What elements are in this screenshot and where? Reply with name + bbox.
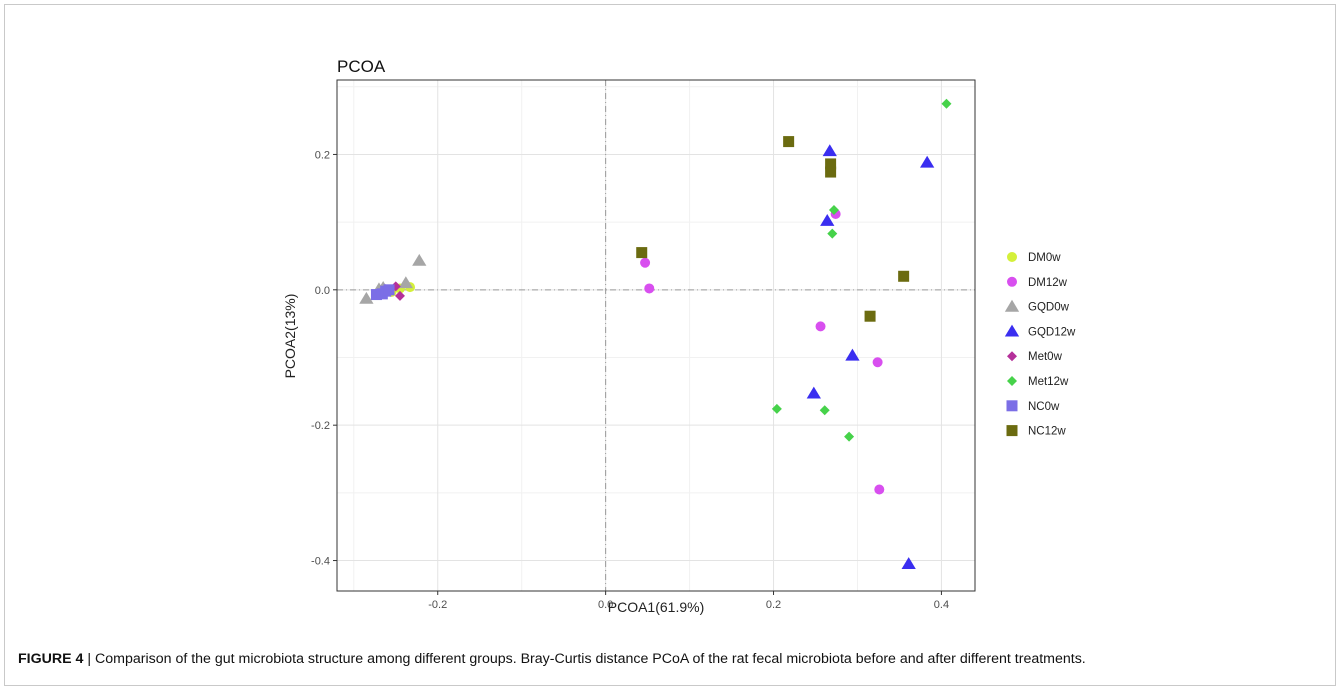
legend-label: DM12w <box>1028 277 1068 289</box>
series-dm12w <box>640 209 885 495</box>
x-axis-label: PCOA1(61.9%) <box>608 599 704 615</box>
x-tick-label: 0.4 <box>934 599 949 611</box>
data-point-met12w <box>941 98 952 109</box>
axes: -0.2 0.0 0.2 0.4 -0.4 -0.2 0.0 0.2 <box>311 79 976 611</box>
data-point-met12w <box>844 431 855 442</box>
data-point-dm12w <box>874 484 885 495</box>
series-gqd12w <box>806 144 935 570</box>
legend-label: NC0w <box>1028 401 1060 413</box>
legend-label: GQD12w <box>1028 326 1076 338</box>
data-point-gqd12w <box>820 213 835 226</box>
legend-item-nc12w: NC12w <box>1006 425 1066 438</box>
data-point-met0w <box>394 290 405 301</box>
legend-label: Met0w <box>1028 351 1063 363</box>
data-point-nc12w <box>825 158 837 170</box>
legend-item-dm12w: DM12w <box>1007 276 1068 289</box>
series-nc0w <box>370 284 395 301</box>
y-tick-label: -0.4 <box>311 556 330 568</box>
caption-text: Comparison of the gut microbiota structu… <box>95 651 1086 667</box>
legend-item-met12w: Met12w <box>1007 376 1069 388</box>
data-point-nc12w <box>898 270 910 282</box>
x-tick-label: 0.0 <box>598 599 613 611</box>
data-point-dm12w <box>644 283 655 294</box>
series-nc12w <box>636 136 910 322</box>
y-axis-label: PCOA2(13%) <box>282 294 298 379</box>
data-point-gqd12w <box>920 155 935 168</box>
legend-label: DM0w <box>1028 252 1061 264</box>
legend-key-dm0w <box>1007 252 1017 262</box>
legend: DM0w DM12w GQD0w GQD12w Met0w Met12w NC0w NC12w <box>1004 252 1076 438</box>
legend-key-nc0w <box>1006 400 1018 412</box>
chart-title: PCOA <box>337 57 386 76</box>
data-point-dm12w <box>815 321 826 332</box>
data-point-met12w <box>819 405 830 416</box>
data-point-gqd0w <box>412 253 427 266</box>
data-point-nc0w <box>383 284 395 296</box>
data-point-nc12w <box>783 136 795 148</box>
y-tick-label: 0.0 <box>315 285 330 297</box>
data-point-dm12w <box>872 357 883 368</box>
data-point-gqd0w <box>398 276 413 289</box>
legend-item-gqd0w: GQD0w <box>1004 299 1070 314</box>
legend-item-nc0w: NC0w <box>1006 400 1060 413</box>
legend-item-dm0w: DM0w <box>1007 252 1061 264</box>
caption-label: FIGURE 4 <box>18 651 84 667</box>
series-met12w <box>771 98 952 442</box>
legend-key-gqd0w <box>1004 299 1020 312</box>
legend-key-dm12w <box>1007 276 1017 287</box>
legend-key-nc12w <box>1006 425 1018 437</box>
legend-key-gqd12w <box>1004 324 1020 337</box>
data-point-gqd12w <box>822 144 837 157</box>
data-point-gqd12w <box>845 348 860 361</box>
figure-caption: FIGURE 4 | Comparison of the gut microbi… <box>18 651 1330 667</box>
data-point-met12w <box>828 204 839 215</box>
x-tick-label: -0.2 <box>428 599 447 611</box>
figure-frame <box>4 4 1336 686</box>
data-point-nc12w <box>825 166 837 178</box>
legend-label: GQD0w <box>1028 302 1070 314</box>
legend-item-gqd12w: GQD12w <box>1004 324 1076 338</box>
plot-area <box>337 80 975 591</box>
data-point-nc12w <box>864 310 876 322</box>
y-tick-label: -0.2 <box>311 420 330 432</box>
data-point-nc0w <box>370 289 382 301</box>
data-point-gqd0w <box>359 291 374 304</box>
legend-key-met0w <box>1007 351 1017 362</box>
legend-label: NC12w <box>1028 426 1066 438</box>
legend-item-met0w: Met0w <box>1007 351 1063 363</box>
data-point-gqd12w <box>901 557 916 570</box>
x-tick-label: 0.2 <box>766 599 781 611</box>
plot-border <box>336 79 976 592</box>
plot-background <box>337 80 975 591</box>
caption-separator: | <box>83 651 96 667</box>
data-point-nc12w <box>636 247 648 259</box>
legend-label: Met12w <box>1028 376 1069 388</box>
data-point-gqd12w <box>806 386 821 399</box>
data-point-dm12w <box>640 257 651 268</box>
legend-key-met12w <box>1007 376 1017 386</box>
data-point-met12w <box>827 228 838 239</box>
y-tick-label: 0.2 <box>315 149 330 161</box>
data-point-met12w <box>771 403 782 414</box>
